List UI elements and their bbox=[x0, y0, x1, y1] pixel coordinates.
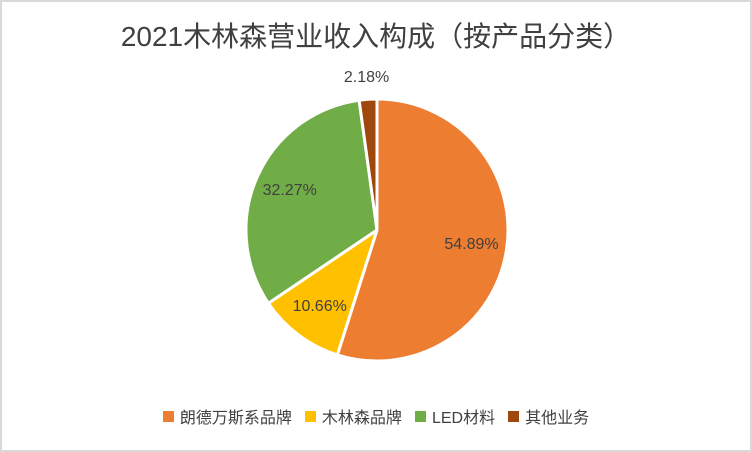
legend-label: 其他业务 bbox=[525, 410, 590, 427]
data-label-1: 10.66% bbox=[293, 298, 347, 315]
pie-slice-2 bbox=[244, 98, 379, 305]
legend-label: 木林森品牌 bbox=[321, 410, 402, 427]
pie-slice-0 bbox=[335, 97, 510, 363]
legend-item-other-business: 其他业务 bbox=[508, 404, 589, 428]
legend-label: 朗德万斯系品牌 bbox=[179, 410, 292, 427]
chart-title: 2021木林森营业收入构成（按产品分类） bbox=[120, 21, 632, 52]
data-label-2: 32.27% bbox=[263, 182, 317, 199]
legend-label: LED材料 bbox=[431, 410, 496, 427]
legend-item-mulinsen: 木林森品牌 bbox=[304, 404, 402, 428]
legend-swatch-icon bbox=[508, 410, 520, 422]
pie-slice-1 bbox=[266, 228, 379, 357]
legend-swatch-icon bbox=[162, 410, 174, 422]
data-label-0: 54.89% bbox=[444, 236, 498, 253]
legend-item-led-material: LED材料 bbox=[414, 404, 496, 428]
pie-slice-3 bbox=[357, 97, 379, 232]
legend-swatch-icon bbox=[304, 410, 316, 422]
legend-item-langdewansi: 朗德万斯系品牌 bbox=[162, 404, 292, 428]
chart-legend: 朗德万斯系品牌 木林森品牌 LED材料 其他业务 bbox=[2, 404, 750, 428]
data-label-3: 2.18% bbox=[344, 69, 389, 86]
legend-swatch-icon bbox=[414, 410, 426, 422]
